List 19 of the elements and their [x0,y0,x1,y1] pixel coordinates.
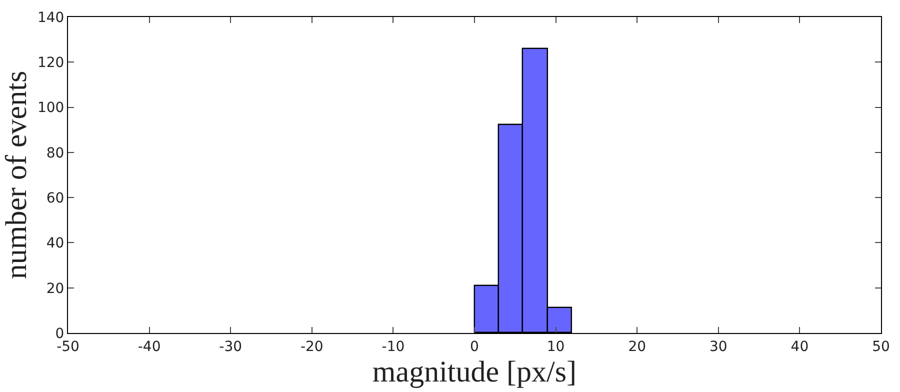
x-tick-label: -40 [138,338,161,355]
y-tick-label: 20 [46,280,64,297]
y-tick-label: 60 [46,190,64,206]
y-axis-title: number of events [0,70,33,280]
x-tick-label: -30 [219,338,242,355]
x-tick-label: -10 [382,338,405,355]
y-tick-label: 120 [37,55,64,72]
x-tick-label: 0 [470,338,479,355]
x-tick-label: 50 [872,338,890,355]
x-tick-label: 30 [709,338,728,355]
x-tick-label: -20 [300,338,324,355]
x-tick-label: 10 [546,338,565,355]
x-tick-label: 40 [790,338,809,355]
y-tick-label: 140 [37,10,64,26]
y-tick-label: 80 [46,145,64,162]
y-tick-label: 40 [46,236,64,252]
x-axis-title: magnitude [px/s] [372,355,577,388]
x-tick-label: 20 [628,338,646,355]
y-tick-label: 100 [37,100,64,116]
